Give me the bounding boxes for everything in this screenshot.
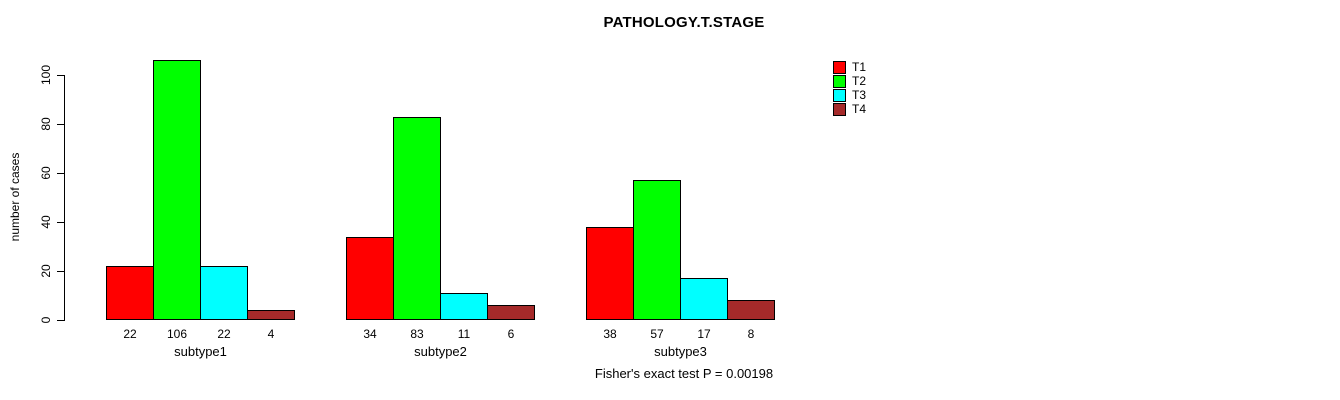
y-tick-mark-60 bbox=[57, 173, 64, 174]
y-tick-label-80: 80 bbox=[39, 117, 53, 131]
bar-subtype1-T4 bbox=[247, 310, 295, 320]
bar-value-subtype2-T3: 11 bbox=[457, 327, 471, 341]
y-tick-label-0: 0 bbox=[39, 316, 53, 324]
bar-subtype1-T3 bbox=[200, 266, 248, 320]
y-tick-mark-20 bbox=[57, 271, 64, 272]
legend-item-T4: T4 bbox=[833, 103, 866, 116]
legend-label-T4: T4 bbox=[852, 102, 867, 116]
bar-value-subtype3-T2: 57 bbox=[650, 327, 664, 341]
y-tick-mark-80 bbox=[57, 124, 64, 125]
y-tick-label-60: 60 bbox=[39, 166, 53, 180]
legend-swatch-T3 bbox=[833, 89, 846, 102]
bar-value-subtype3-T1: 38 bbox=[603, 327, 617, 341]
bar-subtype2-T3 bbox=[440, 293, 488, 320]
legend-item-T2: T2 bbox=[833, 75, 866, 88]
legend-label-T3: T3 bbox=[852, 88, 867, 102]
y-axis-label: number of cases bbox=[8, 152, 22, 242]
legend-item-T1: T1 bbox=[833, 61, 866, 74]
fisher-test-annotation: Fisher's exact test P = 0.00198 bbox=[594, 366, 774, 381]
bar-value-subtype1-T1: 22 bbox=[123, 327, 137, 341]
bar-value-subtype1-T4: 4 bbox=[267, 327, 275, 341]
bar-subtype2-T4 bbox=[487, 305, 535, 320]
bar-subtype3-T1 bbox=[586, 227, 634, 320]
chart-title: PATHOLOGY.T.STAGE bbox=[603, 14, 765, 31]
bar-value-subtype2-T4: 6 bbox=[507, 327, 515, 341]
bar-subtype1-T2 bbox=[153, 60, 201, 320]
bar-value-subtype3-T3: 17 bbox=[697, 327, 711, 341]
category-label-subtype1: subtype1 bbox=[174, 344, 227, 359]
category-label-subtype2: subtype2 bbox=[414, 344, 467, 359]
bar-value-subtype1-T3: 22 bbox=[217, 327, 231, 341]
bar-value-subtype3-T4: 8 bbox=[747, 327, 755, 341]
bar-value-subtype2-T1: 34 bbox=[363, 327, 377, 341]
y-tick-mark-40 bbox=[57, 222, 64, 223]
y-axis-line bbox=[64, 75, 65, 321]
y-tick-label-20: 20 bbox=[39, 264, 53, 278]
bar-subtype3-T4 bbox=[727, 300, 775, 320]
bar-subtype2-T1 bbox=[346, 237, 394, 320]
bar-subtype3-T3 bbox=[680, 278, 728, 320]
legend-swatch-T2 bbox=[833, 75, 846, 88]
y-tick-label-100: 100 bbox=[39, 64, 53, 86]
y-tick-mark-100 bbox=[57, 75, 64, 76]
y-tick-label-40: 40 bbox=[39, 215, 53, 229]
y-tick-mark-0 bbox=[57, 320, 64, 321]
bar-subtype1-T1 bbox=[106, 266, 154, 320]
legend-label-T2: T2 bbox=[852, 74, 867, 88]
legend-swatch-T1 bbox=[833, 61, 846, 74]
legend-swatch-T4 bbox=[833, 103, 846, 116]
category-label-subtype3: subtype3 bbox=[654, 344, 707, 359]
bar-value-subtype1-T2: 106 bbox=[166, 327, 188, 341]
bar-subtype2-T2 bbox=[393, 117, 441, 320]
bar-value-subtype2-T2: 83 bbox=[410, 327, 424, 341]
legend-label-T1: T1 bbox=[852, 60, 867, 74]
bar-subtype3-T2 bbox=[633, 180, 681, 320]
legend-item-T3: T3 bbox=[833, 89, 866, 102]
